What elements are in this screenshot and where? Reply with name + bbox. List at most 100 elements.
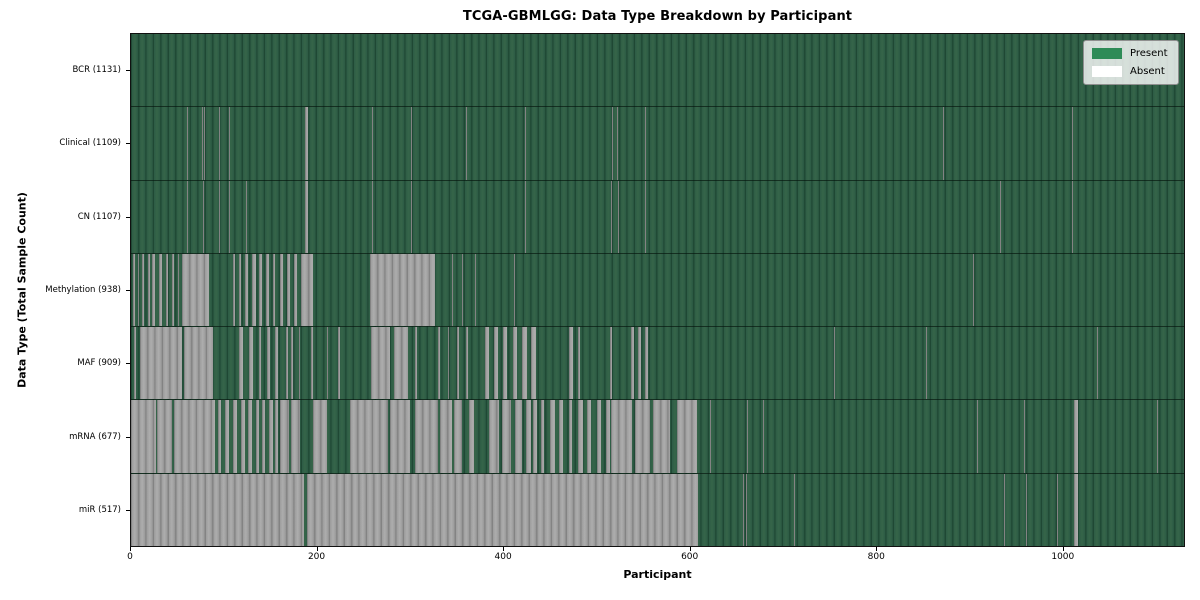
absent-segment — [228, 107, 230, 180]
absent-segment — [279, 253, 283, 327]
absent-segment — [568, 327, 574, 400]
absent-segment — [610, 327, 613, 400]
absent-segment — [414, 400, 439, 473]
y-tick-label: mRNA (677) — [69, 431, 121, 442]
absent-segment — [644, 327, 648, 400]
absent-segment — [644, 107, 646, 180]
legend-item-absent: Absent — [1092, 66, 1170, 77]
x-tick-mark — [689, 547, 691, 551]
heatmap-row-maf — [131, 326, 1184, 400]
x-tick-label: 600 — [681, 552, 699, 562]
absent-segment — [142, 253, 145, 327]
absent-segment — [577, 400, 583, 473]
y-tick-mark — [126, 436, 130, 438]
absent-segment — [313, 400, 327, 473]
absent-segment — [158, 253, 162, 327]
absent-segment — [186, 107, 188, 180]
absent-segment — [793, 473, 795, 546]
chart-title: TCGA-GBMLGG: Data Type Breakdown by Part… — [462, 9, 853, 24]
absent-segment — [577, 327, 580, 400]
y-tick-mark — [126, 363, 130, 365]
absent-segment — [1072, 107, 1074, 180]
absent-segment — [370, 253, 436, 327]
absent-segment — [1097, 327, 1099, 400]
absent-segment — [171, 253, 174, 327]
present-swatch-icon — [1092, 48, 1122, 59]
absent-segment — [1023, 400, 1025, 473]
absent-segment — [1057, 473, 1059, 546]
absent-segment — [1074, 400, 1078, 473]
x-tick-label: 1000 — [1051, 552, 1075, 562]
absent-segment — [512, 327, 518, 400]
absent-segment — [456, 327, 459, 400]
absent-segment — [1074, 473, 1078, 546]
absent-segment — [259, 253, 263, 327]
absent-segment — [531, 327, 536, 400]
absent-segment — [228, 180, 230, 253]
absent-segment — [182, 253, 210, 327]
absent-segment — [489, 400, 499, 473]
absent-segment — [310, 327, 313, 400]
absent-segment — [1025, 473, 1027, 546]
x-tick-mark — [130, 547, 131, 551]
absent-segment — [540, 400, 545, 473]
absent-segment — [438, 327, 441, 400]
absent-segment — [258, 327, 262, 400]
heatmap-row-clinical — [131, 106, 1184, 180]
absent-segment — [133, 327, 136, 400]
absent-segment — [265, 253, 269, 327]
absent-segment — [394, 327, 408, 400]
absent-segment — [1072, 180, 1074, 253]
x-tick-mark — [876, 547, 878, 551]
absent-segment — [617, 180, 619, 253]
absent-segment — [452, 253, 454, 327]
absent-segment — [186, 180, 188, 253]
absent-segment — [275, 327, 279, 400]
absent-segment — [466, 107, 468, 180]
absent-segment — [287, 253, 291, 327]
absent-segment — [411, 107, 413, 180]
absent-segment — [605, 400, 610, 473]
absent-segment — [255, 400, 259, 473]
absent-segment — [137, 253, 140, 327]
absent-segment — [275, 400, 279, 473]
absent-segment — [977, 400, 979, 473]
absent-segment — [440, 400, 453, 473]
x-tick-mark — [316, 547, 318, 551]
absent-segment — [249, 327, 253, 400]
y-tick-label: MAF (909) — [77, 358, 121, 369]
absent-segment — [644, 180, 646, 253]
absent-segment — [306, 473, 698, 546]
y-tick-mark — [126, 510, 130, 512]
absent-swatch-icon — [1092, 66, 1122, 77]
absent-segment — [611, 400, 632, 473]
absent-segment — [371, 327, 390, 400]
absent-segment — [203, 107, 205, 180]
absent-segment — [293, 253, 297, 327]
absent-segment — [132, 253, 135, 327]
absent-segment — [524, 180, 526, 253]
absent-segment — [219, 180, 221, 253]
absent-segment — [291, 327, 293, 400]
absent-segment — [596, 400, 602, 473]
absent-segment — [337, 327, 340, 400]
absent-segment — [166, 253, 169, 327]
absent-segment — [411, 180, 413, 253]
absent-segment — [305, 180, 308, 253]
absent-segment — [326, 327, 329, 400]
absent-segment — [252, 253, 256, 327]
absent-segment — [475, 253, 477, 327]
absent-segment — [763, 400, 765, 473]
absent-segment — [568, 400, 573, 473]
absent-segment — [301, 253, 314, 327]
absent-segment — [389, 400, 411, 473]
absent-segment — [177, 253, 180, 327]
absent-segment — [285, 327, 289, 400]
legend-label-absent: Absent — [1130, 66, 1165, 77]
absent-segment — [926, 327, 928, 400]
absent-segment — [972, 253, 974, 327]
absent-segment — [268, 400, 273, 473]
legend: Present Absent — [1083, 40, 1179, 85]
absent-segment — [305, 107, 308, 180]
absent-segment — [559, 400, 563, 473]
